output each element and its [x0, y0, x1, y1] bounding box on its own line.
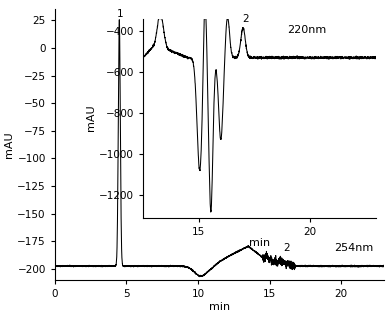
X-axis label: min: min: [249, 238, 270, 248]
Text: 254nm: 254nm: [334, 243, 373, 253]
Text: 2: 2: [283, 243, 290, 253]
Text: 220nm: 220nm: [287, 25, 327, 35]
Y-axis label: mAU: mAU: [86, 105, 96, 132]
X-axis label: min: min: [209, 302, 230, 311]
Text: 1: 1: [117, 9, 123, 19]
Y-axis label: mAU: mAU: [4, 131, 15, 158]
Text: 2: 2: [242, 14, 249, 24]
